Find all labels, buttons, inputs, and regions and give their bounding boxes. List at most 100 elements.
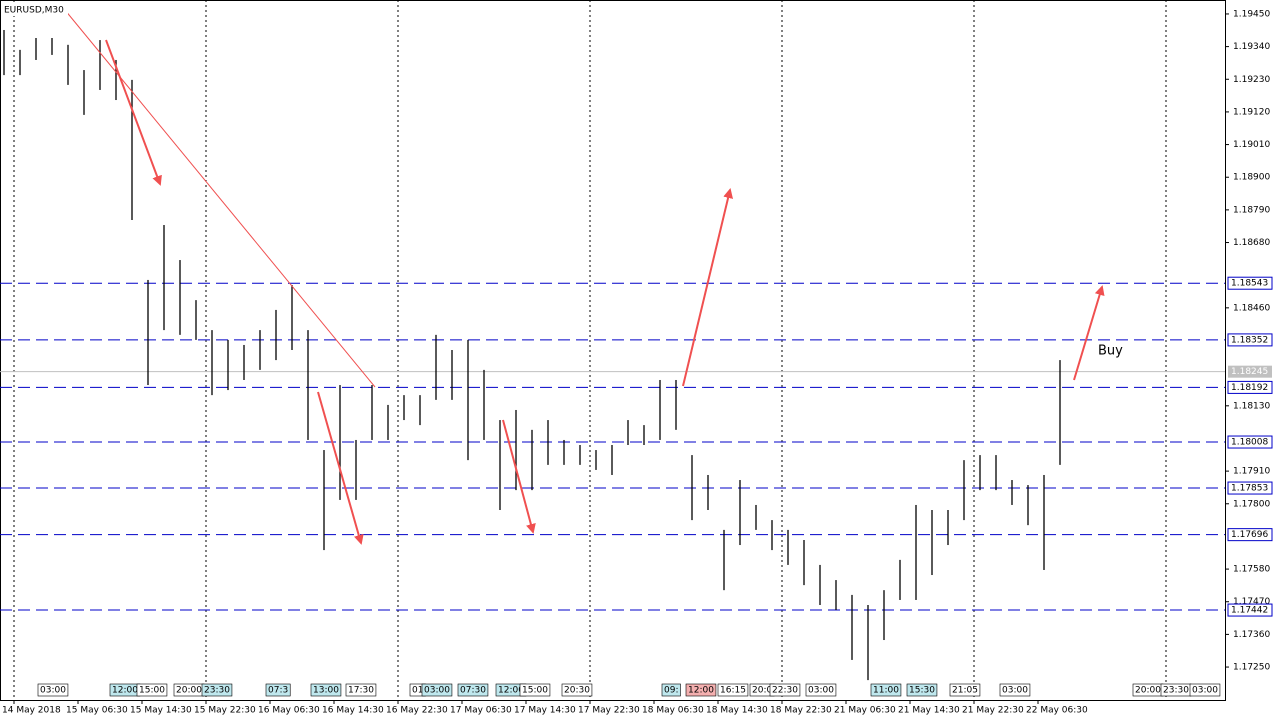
y-tick-label: 1.17910	[1233, 467, 1270, 477]
session-label: 12:00	[112, 686, 138, 696]
session-label: 07:30	[460, 686, 486, 696]
annotation: Buy	[1098, 344, 1123, 359]
session-label: 15:00	[139, 686, 165, 696]
session-box	[310, 683, 342, 697]
level-label: 1.18192	[1231, 383, 1268, 393]
session-label: 11:00	[873, 686, 899, 696]
x-tick-label: 22 May 06:30	[1026, 706, 1088, 716]
session-box	[519, 683, 551, 697]
session-box	[949, 683, 981, 697]
session-label: 20:30	[564, 686, 590, 696]
x-tick-label: 15 May 14:30	[130, 706, 192, 716]
session-box	[265, 683, 291, 697]
arrows	[105, 39, 1105, 545]
level-label: 1.18008	[1231, 438, 1268, 448]
session-label: 07:3	[268, 686, 288, 696]
arrow	[1073, 285, 1105, 381]
session-box	[870, 683, 902, 697]
x-tick-label: 17 May 06:30	[450, 706, 512, 716]
y-tick-label: 1.18460	[1233, 303, 1270, 313]
session-label: 09:	[664, 686, 678, 696]
x-tick-label: 18 May 06:30	[642, 706, 704, 716]
level-box	[1227, 528, 1273, 542]
y-tick-label: 1.17250	[1233, 663, 1270, 673]
level-box	[1227, 481, 1273, 495]
session-label: 20:00	[1135, 686, 1161, 696]
current-price-label: 1.18245	[1231, 367, 1268, 377]
x-tick-label: 21 May 22:30	[962, 706, 1024, 716]
session-box	[457, 683, 489, 697]
session-label: 03:00	[808, 686, 834, 696]
session-box	[661, 683, 681, 697]
arrow	[105, 39, 162, 186]
day-separators	[13, 0, 1167, 700]
session-label: 20:00	[176, 686, 202, 696]
session-box	[201, 683, 233, 697]
session-label: 03:00	[424, 686, 450, 696]
session-label: 03:00	[1192, 686, 1218, 696]
session-label: 01	[412, 686, 423, 696]
session-box	[805, 683, 837, 697]
y-tick-label: 1.19230	[1233, 75, 1270, 85]
session-label: 21:05	[952, 686, 978, 696]
y-tick-label: 1.17800	[1233, 499, 1270, 509]
x-tick-label: 18 May 22:30	[770, 706, 832, 716]
level-label: 1.17696	[1231, 530, 1268, 540]
level-box	[1227, 333, 1273, 347]
y-tick-label: 1.19450	[1233, 9, 1270, 19]
session-box	[906, 683, 938, 697]
x-tick-label: 16 May 06:30	[258, 706, 320, 716]
level-label: 1.18543	[1231, 279, 1268, 289]
session-box	[561, 683, 593, 697]
session-label: 13:00	[313, 686, 339, 696]
session-label: 15:30	[909, 686, 935, 696]
session-label: 03:00	[40, 686, 66, 696]
x-tick-label: 16 May 22:30	[386, 706, 448, 716]
session-label: 12:00	[498, 686, 524, 696]
y-tick-label: 1.17580	[1233, 565, 1270, 575]
session-label: 23:30	[1163, 686, 1189, 696]
x-tick-label: 17 May 14:30	[514, 706, 576, 716]
y-tick-label: 1.18900	[1233, 173, 1270, 183]
session-label: 15:00	[522, 686, 548, 696]
x-tick-label: 21 May 14:30	[898, 706, 960, 716]
session-box	[1189, 683, 1221, 697]
y-tick-label: 1.19120	[1233, 107, 1270, 117]
x-tick-label: 17 May 22:30	[578, 706, 640, 716]
level-label: 1.18352	[1231, 335, 1268, 345]
session-label: 20:0	[752, 686, 772, 696]
arrow	[317, 391, 364, 545]
arrow	[682, 188, 733, 387]
session-box	[345, 683, 377, 697]
session-label: 03:00	[1002, 686, 1028, 696]
x-tick-label: 16 May 14:30	[322, 706, 384, 716]
x-tick-label: 14 May 2018	[2, 706, 61, 716]
level-box	[1227, 276, 1273, 290]
session-box	[717, 683, 749, 697]
session-box	[769, 683, 801, 697]
trend-line	[59, 3, 376, 388]
session-box	[421, 683, 453, 697]
session-box	[37, 683, 69, 697]
session-label: 22:30	[772, 686, 798, 696]
arrow	[502, 419, 536, 534]
session-label: 23:30	[204, 686, 230, 696]
x-tick-label: 15 May 22:30	[194, 706, 256, 716]
level-label: 1.17853	[1231, 484, 1268, 494]
y-tick-label: 1.17360	[1233, 630, 1270, 640]
y-tick-label: 1.18790	[1233, 205, 1270, 215]
plot-frame	[0, 0, 1226, 701]
level-box	[1227, 380, 1273, 394]
session-box	[685, 683, 717, 697]
y-tick-label: 1.19010	[1233, 140, 1270, 150]
title-bg	[2, 3, 68, 16]
session-box	[999, 683, 1031, 697]
level-box	[1227, 603, 1273, 617]
x-tick-label: 15 May 06:30	[66, 706, 128, 716]
session-label: 16:15	[720, 686, 746, 696]
session-label: 12:00	[688, 686, 714, 696]
session-box	[136, 683, 168, 697]
y-tick-label: 1.18680	[1233, 238, 1270, 248]
